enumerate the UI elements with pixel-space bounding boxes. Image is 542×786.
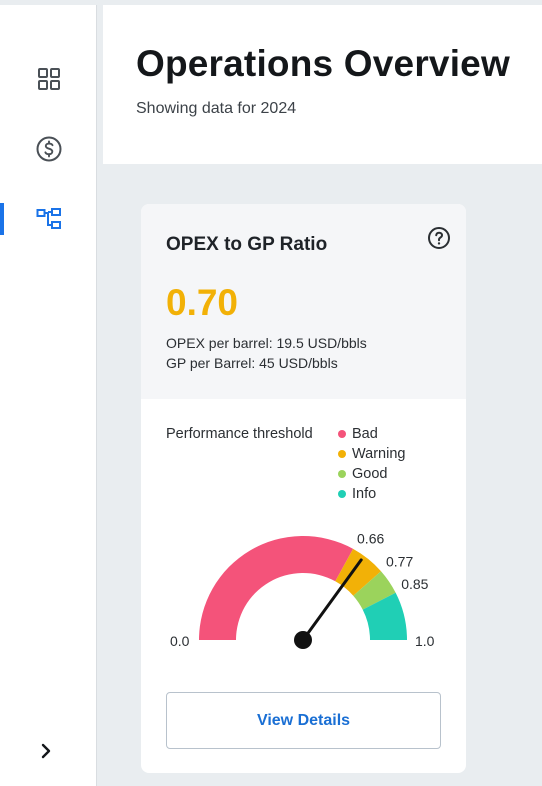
performance-threshold-label: Performance threshold [166,426,313,442]
legend-dot [338,470,346,478]
legend-item-info: Info [338,484,405,504]
gauge-needle [301,558,363,642]
question-circle-icon[interactable] [427,226,451,250]
legend-label: Info [352,486,377,502]
dashboard-grid-icon [37,68,60,90]
legend-dot [338,430,346,438]
gauge-threshold-label: 0.85 [401,576,428,592]
legend-dot [338,450,346,458]
gauge-threshold-label: 0.66 [357,530,384,546]
threshold-legend: Bad Warning Good Info [338,424,405,504]
expand-sidebar-button[interactable] [28,733,64,769]
legend-item-warning: Warning [338,444,405,464]
gauge-segment-0 [199,536,354,640]
ratio-value: 0.70 [166,282,239,323]
gauge-threshold-label: 0.77 [386,554,413,570]
top-strip [0,0,542,5]
gauge-max-label: 1.0 [415,633,435,649]
gauge-segment-2 [353,571,396,610]
legend-label: Bad [352,426,378,442]
ratio-gauge: 0.660.77 0.85 0.0 1.0 [170,530,435,649]
sidebar [0,5,97,786]
view-details-button[interactable]: View Details [166,692,441,749]
card-title: OPEX to GP Ratio [166,234,328,255]
gp-per-barrel: GP per Barrel: 45 USD/bbls [166,355,338,371]
dollar-circle-icon [36,136,61,162]
gauge-needle-hub [294,631,312,649]
gauge-min-label: 0.0 [170,633,190,649]
hierarchy-icon [36,208,61,229]
page-header: Operations Overview Showing data for 202… [103,5,542,164]
nav-item-dashboard[interactable] [0,61,97,97]
opex-gp-ratio-card: OPEX to GP Ratio 0.70 OPEX per barrel: 1… [141,204,466,773]
legend-label: Good [352,466,388,482]
legend-item-good: Good [338,464,405,484]
gauge-segment-1 [335,548,382,596]
gauge-segment-3 [362,592,407,640]
page-subtitle: Showing data for 2024 [136,100,297,117]
legend-item-bad: Bad [338,424,405,444]
legend-dot [338,490,346,498]
page-title: Operations Overview [136,43,510,84]
nav-item-hierarchy[interactable] [0,201,97,237]
nav-item-finance[interactable] [0,131,97,167]
legend-label: Warning [352,446,406,462]
opex-per-barrel: OPEX per barrel: 19.5 USD/bbls [166,335,367,351]
card-summary: OPEX to GP Ratio 0.70 OPEX per barrel: 1… [141,204,466,399]
chevron-right-icon [41,743,51,759]
